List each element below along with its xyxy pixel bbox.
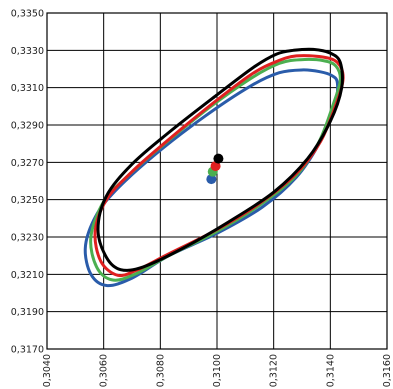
plot-frame [46, 12, 388, 350]
y-tick-label: 0,3170 [11, 345, 44, 356]
ellipse-series-group [83, 47, 345, 288]
x-tick-label: 0,3160 [382, 354, 393, 387]
y-tick-label: 0,3190 [11, 307, 44, 318]
y-tick-label: 0,3250 [11, 195, 44, 206]
y-tick-label: 0,3270 [11, 158, 44, 169]
center-points-group [206, 153, 224, 185]
y-tick-label: 0,3210 [11, 270, 44, 281]
y-tick-labels: 0,3350 0,3330 0,3310 0,3290 0,3270 0,3250 0,32… [11, 9, 44, 356]
x-tick-label: 0,3080 [155, 354, 166, 387]
y-tick-label: 0,3350 [11, 9, 44, 20]
x-tick-label: 0,3140 [325, 354, 336, 387]
ellipse-series-4 [96, 47, 344, 272]
y-tick-label: 0,3230 [11, 233, 44, 244]
y-tick-label: 0,3290 [11, 121, 44, 132]
center-point-4 [213, 153, 224, 164]
grid-lines [46, 12, 388, 350]
x-tick-label: 0,3040 [42, 354, 53, 387]
x-tick-label: 0,3060 [99, 354, 110, 387]
x-tick-label: 0,3120 [269, 354, 280, 387]
x-tick-label: 0,3100 [212, 354, 223, 387]
x-tick-labels: 0,3040 0,3060 0,3080 0,3100 0,3120 0,3140 0,31… [42, 354, 393, 387]
y-tick-label: 0,3330 [11, 46, 44, 57]
y-tick-label: 0,3310 [11, 83, 44, 94]
center-point-1 [206, 174, 217, 185]
